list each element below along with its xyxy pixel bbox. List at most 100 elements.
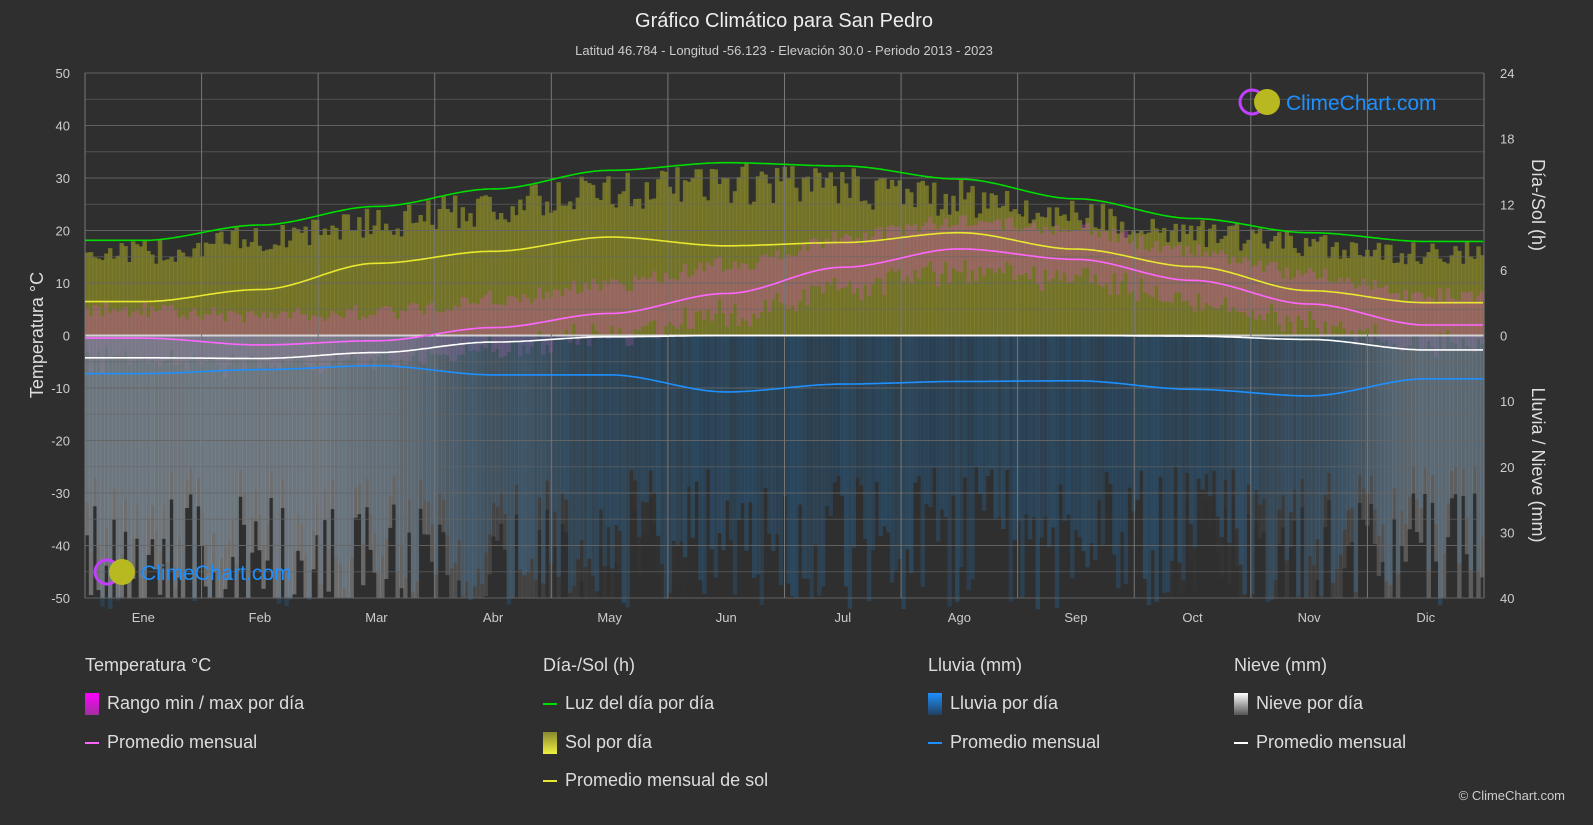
sun-bar: [222, 243, 228, 336]
rain-bar: [452, 335, 458, 563]
rain-bar: [1330, 335, 1336, 583]
temp-range-bar: [667, 279, 673, 323]
y-tick-left: 40: [56, 119, 70, 134]
temp-range-bar: [495, 304, 500, 349]
temp-range-bar: [460, 296, 466, 355]
temp-range-bar: [644, 279, 650, 326]
sun-bar: [755, 176, 761, 336]
sun-bar: [529, 185, 535, 336]
sun-bar: [1192, 240, 1198, 336]
temp-range-bar: [993, 220, 998, 273]
sun-bar: [215, 233, 220, 336]
sun-bar: [130, 241, 136, 336]
sun-bar: [119, 243, 124, 336]
sun-bar: [299, 232, 305, 336]
y-tick-right-sun: 0: [1500, 329, 1507, 344]
sun-bar: [901, 204, 906, 336]
snow-bar: [161, 335, 167, 539]
sun-bar: [1204, 247, 1209, 336]
y-tick-left: 0: [63, 329, 70, 344]
rain-bar: [1181, 335, 1186, 581]
snow-bar: [426, 335, 431, 535]
temp-range-bar: [755, 262, 761, 319]
temp-range-bar: [820, 248, 826, 294]
snow-bar: [184, 335, 190, 508]
rain-bar: [514, 335, 519, 485]
sun-bar: [709, 168, 715, 336]
chart-title: Gráfico Climático para San Pedro: [635, 10, 933, 32]
temp-range-bar: [759, 255, 765, 313]
rain-bar: [905, 335, 910, 550]
snow-bar: [598, 335, 604, 545]
rain-bar: [1127, 335, 1132, 488]
sun-bar: [966, 192, 971, 336]
rain-bar: [1177, 335, 1182, 563]
sun-bar: [1047, 207, 1052, 336]
sun-bar: [100, 259, 105, 336]
sun-bar: [1300, 255, 1305, 336]
legend-sun: Sol por día: [543, 732, 652, 755]
temp-range-bar: [142, 302, 147, 359]
temp-range-bar: [1369, 289, 1374, 343]
rain-bar: [418, 335, 423, 480]
sun-bar: [1154, 228, 1159, 336]
sun-bar: [180, 252, 186, 336]
snow-bar: [1342, 335, 1347, 569]
temp-range-bar: [882, 241, 887, 296]
temp-range-bar: [1192, 257, 1198, 312]
snow-bar: [1445, 335, 1451, 538]
temp-range-bar: [947, 227, 952, 284]
temp-range-bar: [809, 238, 814, 286]
temp-range-bar: [521, 294, 527, 346]
temp-range-bar: [506, 296, 512, 352]
temp-range-bar: [1135, 249, 1140, 301]
temp-range-bar: [728, 268, 734, 314]
temp-range-bar: [663, 272, 669, 327]
sun-bar: [920, 180, 925, 336]
rain-bar: [422, 335, 427, 502]
rain-bar: [475, 335, 481, 569]
watermark-text: ClimeChart.com: [1286, 92, 1437, 115]
temp-range-bar: [817, 241, 822, 286]
temp-range-bar: [874, 228, 880, 278]
sun-bar: [771, 203, 776, 336]
sun-bar: [1326, 257, 1332, 336]
temp-range-bar: [878, 226, 883, 279]
sun-bar: [1231, 225, 1236, 336]
temp-range-bar: [1173, 246, 1178, 293]
snow-bar: [261, 335, 266, 589]
temp-range-bar: [1288, 279, 1293, 322]
rain-bar: [1288, 335, 1293, 513]
sun-bar: [495, 219, 500, 336]
sun-bar: [334, 227, 339, 336]
sun-bar: [667, 186, 673, 336]
snow-bar: [291, 335, 297, 595]
sun-bar: [276, 245, 282, 336]
legend-temp-avg: Promedio mensual: [85, 732, 257, 753]
snow-bar: [1212, 336, 1216, 498]
rain-bar: [1273, 335, 1278, 580]
temp-range-bar: [1273, 262, 1278, 313]
sun-bar: [184, 256, 190, 336]
temp-range-bar: [1123, 230, 1129, 273]
rain-bar: [1185, 335, 1190, 474]
snow-bar: [514, 335, 519, 515]
rain-bar: [1392, 335, 1397, 489]
temp-range-bar: [96, 306, 101, 352]
temp-range-bar: [748, 269, 753, 327]
temp-range-bar: [410, 302, 416, 356]
sun-bar: [717, 183, 722, 336]
sun-bar: [794, 187, 799, 336]
temp-range-bar: [1215, 254, 1221, 309]
sun-bar: [219, 231, 224, 336]
snow-bar: [648, 336, 652, 498]
x-tick: Oct: [1182, 610, 1203, 625]
temp-range-bar: [897, 226, 903, 269]
temp-range-bar: [997, 219, 1002, 269]
rain-bar: [1047, 335, 1052, 548]
temp-range-bar: [721, 271, 726, 314]
sun-bar: [544, 201, 550, 336]
sun-bar: [970, 186, 975, 336]
temp-range-bar: [525, 297, 531, 354]
rain-bar: [617, 335, 623, 531]
